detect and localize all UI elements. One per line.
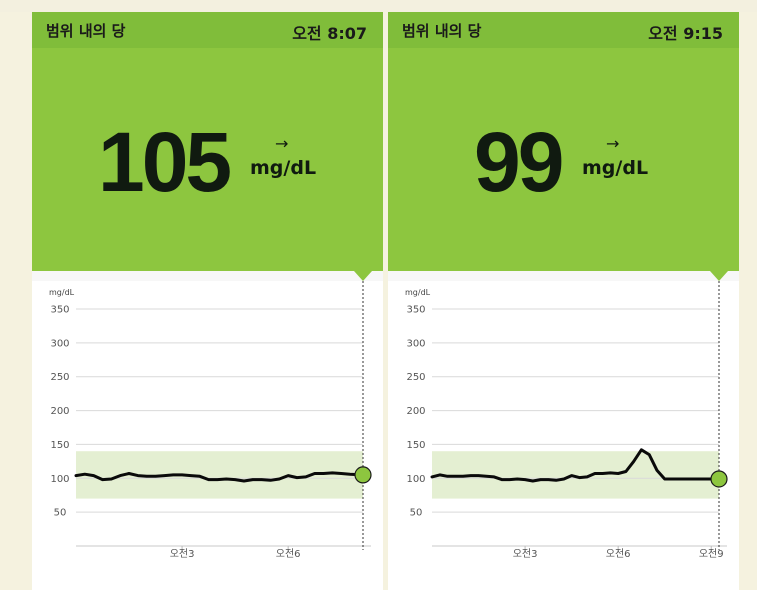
x-tick-label: 오전6 xyxy=(606,548,631,560)
glucose-value: 99 xyxy=(474,115,564,209)
card-title: 범위 내의 당 xyxy=(402,22,482,40)
current-reading-marker xyxy=(354,466,372,484)
reading-time: 오전 8:07 xyxy=(292,24,367,43)
current-pointer-icon xyxy=(354,271,372,281)
y-tick-label: 200 xyxy=(50,406,69,417)
top-strip xyxy=(0,0,757,12)
y-axis-label: mg/dL xyxy=(49,288,75,297)
y-tick-label: 150 xyxy=(406,440,425,451)
y-tick-label: 50 xyxy=(410,508,423,519)
y-tick-label: 150 xyxy=(50,440,69,451)
card-header: 범위 내의 당 오전 9:15 xyxy=(388,12,739,48)
card-header: 범위 내의 당 오전 8:07 xyxy=(32,12,383,48)
y-tick-label: 100 xyxy=(50,474,69,485)
y-tick-label: 300 xyxy=(50,338,69,349)
chart-background xyxy=(388,281,739,590)
y-tick-label: 250 xyxy=(50,372,69,383)
glucose-card-left[interactable]: 범위 내의 당 오전 8:07 105 → mg/dL 50 100 150 200 2… xyxy=(32,12,383,590)
y-tick-label: 100 xyxy=(406,474,425,485)
glucose-line xyxy=(430,448,721,483)
reading-area: 105 → mg/dL xyxy=(32,48,383,271)
y-tick-label: 350 xyxy=(406,305,425,316)
y-tick-label: 50 xyxy=(54,508,67,519)
unit-label: mg/dL xyxy=(250,157,317,179)
x-tick-label: 오전3 xyxy=(170,548,195,560)
x-tick-label: 오전3 xyxy=(513,548,538,560)
y-tick-label: 250 xyxy=(406,372,425,383)
glucose-card-right[interactable]: 범위 내의 당 오전 9:15 99 → mg/dL 50 100 150 200 25… xyxy=(388,12,739,590)
y-tick-label: 200 xyxy=(406,406,425,417)
current-pointer-icon xyxy=(710,271,728,281)
glucose-value: 105 xyxy=(98,115,232,209)
unit-label: mg/dL xyxy=(582,157,649,179)
y-tick-label: 350 xyxy=(50,305,69,316)
x-tick-label: 오전9 xyxy=(699,548,724,560)
glucose-chart[interactable]: 50 100 150 200 250 300 350 mg/dL 오전3 오전6 xyxy=(32,271,383,590)
reading-time: 오전 9:15 xyxy=(648,24,723,43)
reading-area: 99 → mg/dL xyxy=(388,48,739,271)
x-tick-label: 오전6 xyxy=(276,548,301,560)
trend-arrow-icon: → xyxy=(275,134,289,153)
y-tick-label: 300 xyxy=(406,338,425,349)
current-reading-marker xyxy=(710,470,728,488)
trend-arrow-icon: → xyxy=(606,134,620,153)
glucose-line xyxy=(74,471,365,483)
y-axis-label: mg/dL xyxy=(405,288,431,297)
card-title: 범위 내의 당 xyxy=(46,22,126,40)
chart-background xyxy=(32,281,383,590)
glucose-chart[interactable]: 50 100 150 200 250 300 350 mg/dL 오전3 오전6 오전9 xyxy=(388,271,739,590)
